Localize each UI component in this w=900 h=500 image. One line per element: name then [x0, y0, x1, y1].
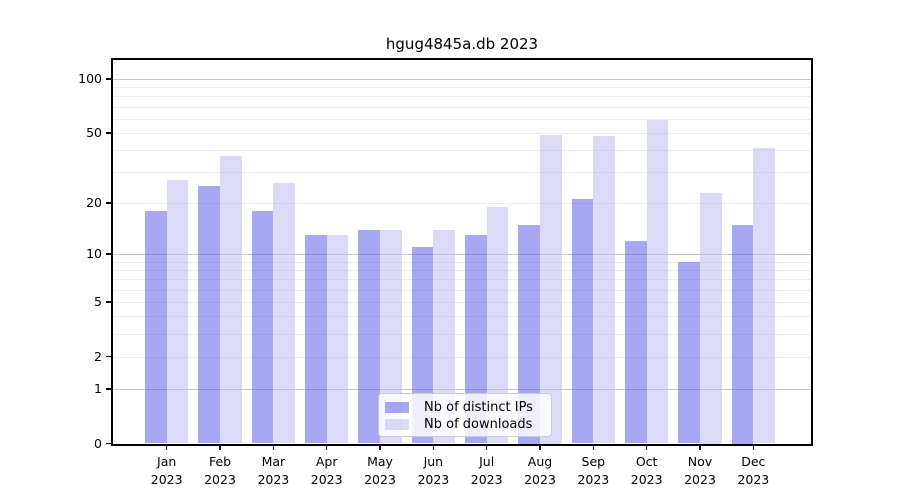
- legend-row-downloads: Nb of downloads: [385, 416, 551, 433]
- x-tick-mark-dec: [752, 445, 755, 450]
- x-tick-label-dec: Dec 2023: [737, 453, 770, 487]
- bar-downloads-may: [380, 229, 402, 444]
- y-tick-label-2: 2: [94, 348, 102, 364]
- bar-distinct-ips-feb: [198, 186, 220, 444]
- x-tick-label-nov: Nov 2023: [684, 453, 716, 487]
- x-tick-label-jul: Jul 2023: [470, 453, 503, 487]
- gridline-minor-50: [113, 133, 811, 134]
- bar-downloads-aug: [540, 134, 562, 444]
- legend: Nb of distinct IPs Nb of downloads: [378, 393, 552, 437]
- bar-distinct-ips-dec: [731, 224, 754, 444]
- bar-distinct-ips-jul: [465, 235, 487, 444]
- legend-swatch-distinct-ips: [385, 402, 409, 413]
- x-tick-mark-apr: [325, 445, 328, 450]
- x-tick-label-feb: Feb 2023: [204, 453, 236, 487]
- x-tick-mark-aug: [539, 445, 541, 450]
- x-tick-mark-jul: [485, 445, 488, 450]
- y-tick-label-5: 5: [94, 293, 102, 309]
- y-tick-label-50: 50: [86, 124, 102, 140]
- gridline-minor-20: [113, 203, 811, 204]
- y-tick-mark-20: [106, 202, 111, 204]
- x-tick-label-sep: Sep 2023: [577, 453, 610, 487]
- x-tick-label-jan: Jan 2023: [150, 453, 183, 487]
- bar-downloads-jul: [486, 206, 509, 444]
- y-tick-mark-100: [106, 78, 111, 80]
- y-tick-label-0: 0: [94, 435, 102, 451]
- bar-distinct-ips-apr: [305, 235, 327, 444]
- legend-label-distinct-ips: Nb of distinct IPs: [424, 400, 533, 415]
- bar-distinct-ips-jan: [145, 210, 167, 444]
- legend-row-distinct-ips: Nb of distinct IPs: [385, 399, 551, 416]
- y-tick-mark-50: [106, 132, 111, 134]
- gridline-major-1: [113, 388, 811, 390]
- y-tick-mark-5: [106, 301, 111, 303]
- bar-downloads-feb: [220, 156, 242, 444]
- bar-downloads-mar: [273, 183, 295, 444]
- bar-downloads-dec: [753, 148, 775, 444]
- legend-swatch-downloads: [385, 419, 409, 430]
- legend-label-downloads: Nb of downloads: [424, 417, 533, 432]
- y-tick-label-100: 100: [78, 70, 102, 86]
- gridline-minor-4: [113, 316, 811, 318]
- y-tick-mark-0: [106, 442, 111, 445]
- x-tick-label-aug: Aug 2023: [524, 453, 556, 487]
- gridline-minor-40: [113, 150, 811, 152]
- y-tick-label-20: 20: [86, 195, 102, 211]
- gridline-minor-9: [113, 261, 811, 263]
- bar-distinct-ips-oct: [625, 240, 647, 444]
- gridline-minor-70: [113, 106, 811, 108]
- x-tick-label-mar: Mar 2023: [257, 453, 290, 487]
- x-tick-mark-mar: [272, 445, 275, 450]
- y-tick-mark-2: [106, 355, 111, 358]
- gridline-minor-8: [113, 270, 811, 271]
- y-tick-mark-1: [106, 388, 111, 390]
- x-tick-mark-jun: [432, 445, 435, 450]
- x-tick-label-jun: Jun 2023: [417, 453, 450, 487]
- x-tick-mark-jan: [165, 445, 168, 450]
- x-tick-mark-nov: [699, 445, 701, 450]
- bar-distinct-ips-mar: [251, 210, 274, 444]
- gridline-major-10: [113, 254, 811, 256]
- gridline-minor-6: [113, 289, 811, 291]
- bar-downloads-sep: [593, 136, 615, 444]
- bar-distinct-ips-nov: [678, 261, 700, 444]
- gridline-minor-60: [113, 118, 811, 120]
- gridline-minor-7: [113, 279, 811, 281]
- gridline-minor-90: [113, 87, 811, 89]
- gridline-minor-3: [113, 334, 811, 335]
- bar-downloads-jan: [166, 180, 189, 444]
- x-tick-label-apr: Apr 2023: [310, 453, 343, 487]
- x-tick-label-oct: Oct 2023: [630, 453, 663, 487]
- gridline-minor-30: [113, 172, 811, 174]
- x-tick-mark-sep: [592, 445, 595, 450]
- y-tick-label-1: 1: [94, 380, 102, 396]
- bar-downloads-nov: [700, 192, 722, 444]
- x-tick-mark-oct: [645, 445, 648, 450]
- x-tick-mark-may: [379, 445, 381, 450]
- gridline-minor-2: [113, 356, 811, 358]
- x-tick-mark-feb: [219, 445, 221, 450]
- bar-downloads-jun: [433, 229, 455, 444]
- y-tick-mark-10: [106, 253, 111, 255]
- gridline-minor-5: [113, 302, 811, 303]
- bar-distinct-ips-may: [358, 229, 380, 444]
- bar-downloads-apr: [326, 235, 349, 444]
- gridline-major-100: [113, 79, 811, 80]
- chart-title: hgug4845a.db 2023: [385, 35, 539, 53]
- x-tick-label-may: May 2023: [364, 453, 396, 487]
- bar-distinct-ips-sep: [571, 199, 594, 444]
- gridline-minor-80: [113, 96, 811, 98]
- plot-area: Nb of distinct IPs Nb of downloads: [111, 58, 813, 446]
- bar-distinct-ips-aug: [518, 224, 540, 444]
- y-tick-label-10: 10: [86, 246, 102, 262]
- bar-downloads-oct: [646, 120, 669, 444]
